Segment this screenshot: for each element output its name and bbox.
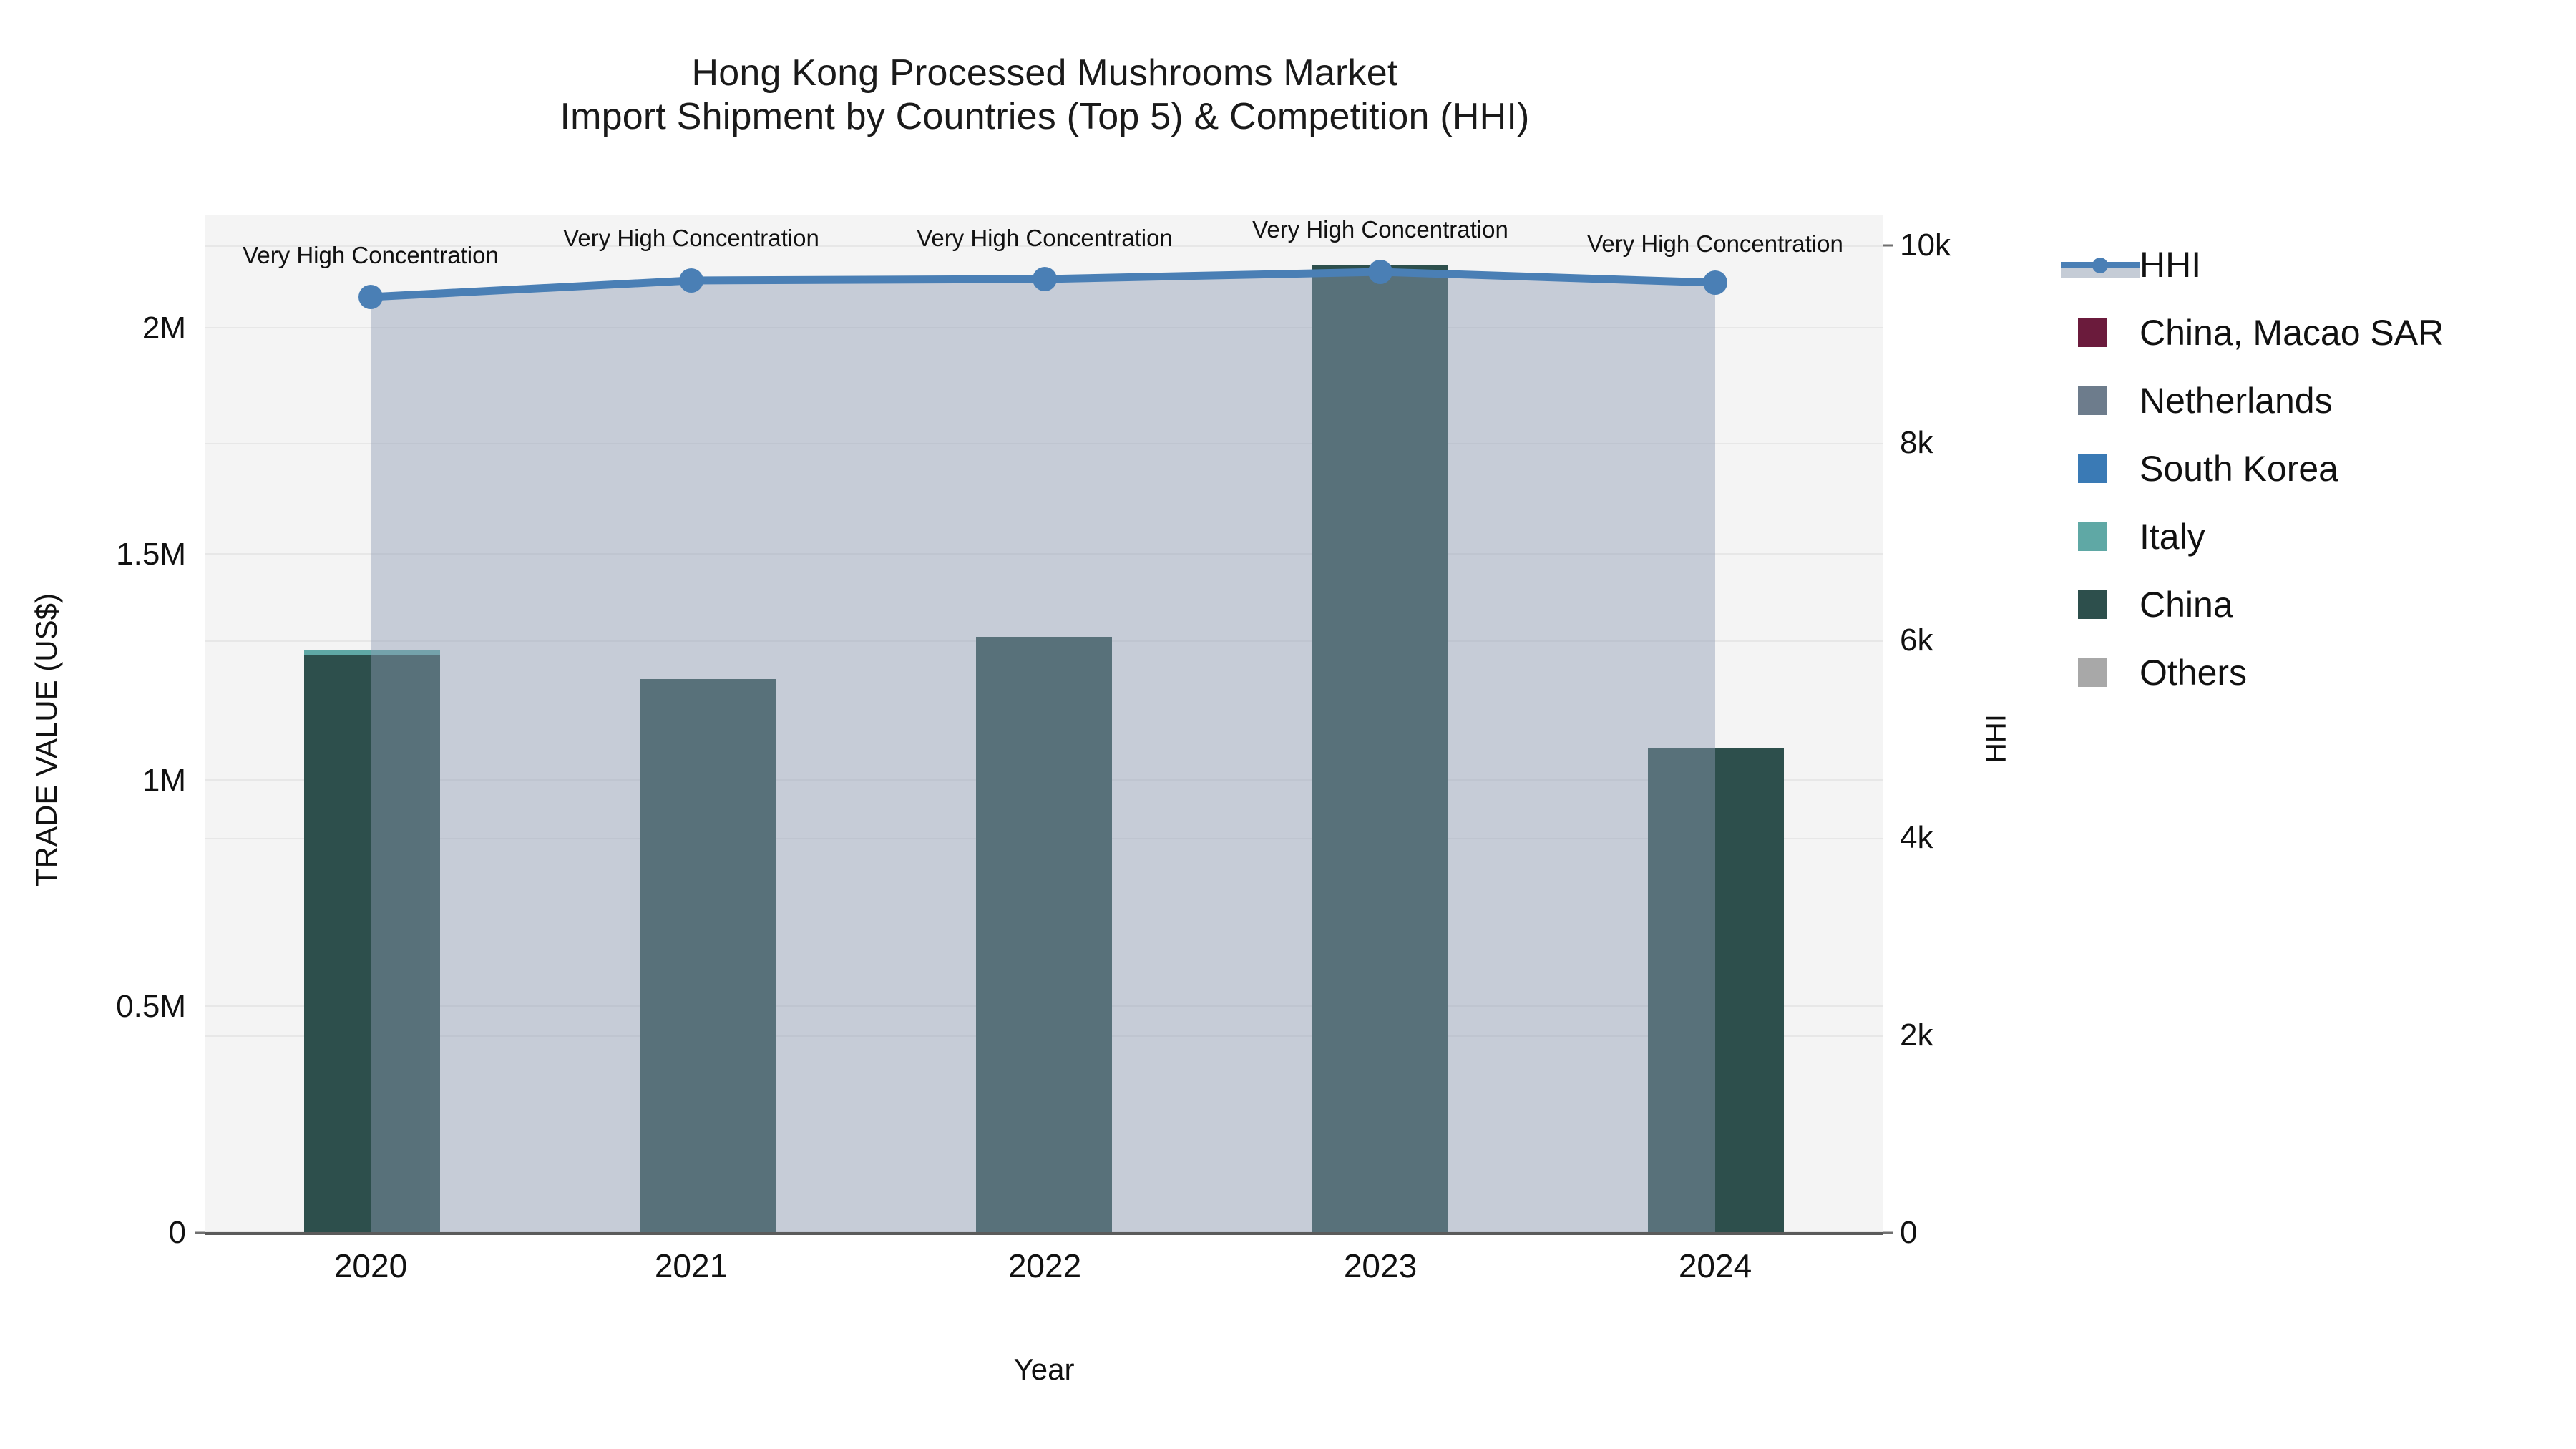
legend-label: Italy bbox=[2140, 516, 2205, 557]
legend-label: Others bbox=[2140, 652, 2248, 693]
color-swatch-icon bbox=[2078, 658, 2107, 687]
y-right-tickmark bbox=[1883, 1231, 1893, 1234]
chart-title: Hong Kong Processed Mushrooms Market Imp… bbox=[0, 52, 2089, 140]
y-right-tick-4k: 4k bbox=[1900, 820, 1933, 855]
legend-label: South Korea bbox=[2140, 448, 2338, 489]
legend-label: China bbox=[2140, 584, 2233, 625]
color-swatch-icon bbox=[2078, 318, 2107, 347]
y-axis-right-label: HHI bbox=[1980, 714, 2012, 763]
gridline bbox=[205, 553, 1883, 555]
hhi-line bbox=[366, 268, 1719, 301]
y-right-tick-10k: 10k bbox=[1900, 228, 1951, 263]
gridline-secondary bbox=[205, 443, 1883, 444]
annotation-2021: Very High Concentration bbox=[563, 225, 819, 251]
y-left-tickmark bbox=[195, 1231, 205, 1234]
gridline bbox=[205, 327, 1883, 328]
bar-group-2024[interactable] bbox=[1648, 748, 1784, 1233]
annotation-2023: Very High Concentration bbox=[1252, 216, 1508, 243]
chart-title-line-1: Hong Kong Processed Mushrooms Market bbox=[691, 52, 1398, 94]
annotation-2020: Very High Concentration bbox=[243, 242, 499, 268]
x-tick-2023: 2023 bbox=[1343, 1247, 1418, 1284]
legend-item-china[interactable]: China bbox=[2061, 570, 2562, 638]
plot-clip bbox=[205, 215, 1883, 1233]
legend-label: Netherlands bbox=[2140, 380, 2333, 421]
color-swatch-icon bbox=[2078, 590, 2107, 619]
annotation-2022: Very High Concentration bbox=[917, 225, 1173, 251]
x-tick-2022: 2022 bbox=[1008, 1247, 1082, 1284]
bar-group-2022[interactable] bbox=[976, 637, 1112, 1233]
y-right-tick-8k: 8k bbox=[1900, 425, 1933, 460]
gridline-secondary bbox=[205, 245, 1883, 247]
hhi-marker[interactable] bbox=[679, 268, 703, 293]
hhi-marker[interactable] bbox=[1033, 267, 1057, 291]
legend-item-others[interactable]: Others bbox=[2061, 638, 2562, 706]
bar-group-2021[interactable] bbox=[640, 679, 776, 1233]
bar-segment-italy[interactable] bbox=[304, 650, 440, 655]
bar-segment-china[interactable] bbox=[304, 655, 440, 1233]
color-swatch-icon bbox=[2078, 454, 2107, 483]
hhi-line-icon bbox=[2061, 250, 2140, 279]
plot-area: Very High Concentration Very High Concen… bbox=[205, 215, 1883, 1233]
legend-label: China, Macao SAR bbox=[2140, 312, 2444, 353]
hhi-marker[interactable] bbox=[1703, 270, 1727, 295]
y-left-tick-0.5M: 0.5M bbox=[116, 989, 186, 1024]
y-right-tick-2k: 2k bbox=[1900, 1018, 1933, 1053]
y-right-tick-6k: 6k bbox=[1900, 623, 1933, 658]
y-right-tick-0: 0 bbox=[1900, 1215, 1918, 1250]
bar-segment-china[interactable] bbox=[1312, 265, 1448, 1233]
bar-group-2023[interactable] bbox=[1312, 265, 1448, 1233]
x-tick-2020: 2020 bbox=[333, 1247, 408, 1284]
legend-item-south-korea[interactable]: South Korea bbox=[2061, 434, 2562, 502]
hhi-marker[interactable] bbox=[358, 285, 383, 309]
legend-item-netherlands[interactable]: Netherlands bbox=[2061, 366, 2562, 434]
y-left-tick-1M: 1M bbox=[142, 763, 186, 798]
x-axis-label: Year bbox=[1013, 1352, 1075, 1386]
y-left-tick-0: 0 bbox=[168, 1215, 186, 1250]
legend-item-china-macao-sar[interactable]: China, Macao SAR bbox=[2061, 298, 2562, 366]
legend-item-italy[interactable]: Italy bbox=[2061, 502, 2562, 570]
color-swatch-icon bbox=[2078, 522, 2107, 551]
bar-segment-china[interactable] bbox=[640, 679, 776, 1233]
legend-label: HHI bbox=[2140, 244, 2202, 285]
bar-segment-china[interactable] bbox=[976, 637, 1112, 1233]
y-axis-left-label: TRADE VALUE (US$) bbox=[29, 593, 63, 887]
legend-item-hhi[interactable]: HHI bbox=[2061, 230, 2562, 298]
color-swatch-icon bbox=[2078, 386, 2107, 415]
chart-legend: HHI China, Macao SAR Netherlands South K… bbox=[2061, 230, 2562, 706]
x-tick-2024: 2024 bbox=[1678, 1247, 1752, 1284]
y-right-tickmark bbox=[1883, 244, 1893, 247]
bar-segment-china[interactable] bbox=[1648, 748, 1784, 1233]
y-left-tick-2M: 2M bbox=[142, 311, 186, 346]
chart-title-line-2: Import Shipment by Countries (Top 5) & C… bbox=[560, 96, 1530, 138]
annotation-2024: Very High Concentration bbox=[1587, 230, 1843, 257]
bar-group-2020[interactable] bbox=[304, 650, 440, 1233]
x-axis-line bbox=[205, 1232, 1883, 1235]
y-left-tick-1.5M: 1.5M bbox=[116, 537, 186, 572]
x-tick-2021: 2021 bbox=[654, 1247, 728, 1284]
